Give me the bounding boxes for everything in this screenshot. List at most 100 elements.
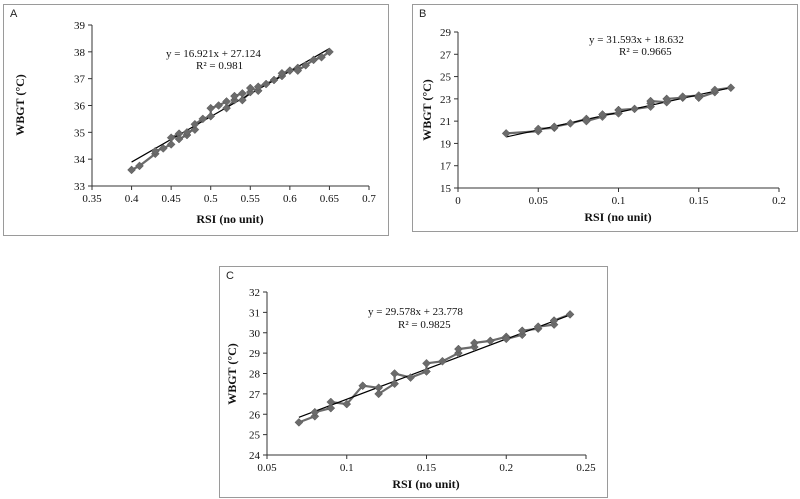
x-axis-label: RSI (no unit) [392, 477, 459, 491]
data-point [277, 68, 287, 78]
data-point [198, 114, 208, 124]
y-tick-label: 21 [440, 116, 451, 128]
chart-panel-b: B 15 17 19 21 23 25 27 29 0 0.05 0.1 0.15 0.2 y = 31.… [412, 4, 798, 232]
chart-a-svg: 33 34 35 36 37 38 39 0.35 0.4 0.45 0.5 0.55 0.6 0.65 0… [13, 20, 376, 226]
y-tick-label: 25 [249, 430, 261, 442]
y-tick-label: 36 [74, 101, 86, 113]
y-tick-label: 30 [249, 328, 261, 340]
data-point [206, 103, 216, 113]
data-point [454, 344, 463, 354]
data-point [694, 93, 704, 103]
data-point [190, 125, 200, 135]
data-point [325, 47, 334, 57]
data-point [710, 85, 720, 95]
chart-panel-a: A 33 34 35 36 37 38 39 0.35 0.4 0.45 0.5 0.55 0.6 0.6… [3, 4, 389, 236]
x-tick-label: 0.25 [576, 462, 596, 474]
x-tick-label: 0.55 [241, 193, 261, 205]
data-point [326, 403, 336, 413]
data-point [533, 322, 543, 331]
y-tick-label: 27 [249, 389, 261, 401]
x-tick-label: 0.35 [82, 193, 102, 205]
data-point [630, 104, 639, 114]
data-point [582, 116, 591, 126]
data-point [342, 399, 352, 409]
data-point [501, 129, 511, 138]
data-point [127, 165, 136, 175]
y-tick-label: 31 [249, 307, 260, 319]
r-squared-label: R² = 0.9665 [619, 46, 672, 58]
y-tick-label: 19 [440, 138, 452, 150]
y-tick-label: 26 [249, 409, 261, 421]
y-tick-label: 33 [74, 181, 86, 193]
data-point [549, 122, 559, 132]
x-tick-label: 0.1 [612, 195, 626, 207]
data-point [174, 134, 184, 144]
y-tick-label: 15 [440, 183, 452, 195]
data-point [269, 75, 279, 85]
data-point [598, 110, 607, 119]
data-point [293, 66, 303, 75]
data-point [565, 119, 575, 128]
data-point [135, 161, 144, 171]
data-point [549, 316, 559, 325]
data-point [390, 379, 399, 389]
y-tick-label: 34 [74, 154, 86, 166]
data-point [374, 389, 384, 399]
y-tick-label: 17 [440, 161, 452, 173]
chart-panel-c: C 24 25 26 27 28 29 30 31 32 0.05 0.1 0.15 0.2 0.25 y … [219, 266, 608, 498]
data-point [294, 418, 304, 427]
trendline-equation: y = 31.593x + 18.632 [589, 34, 684, 46]
data-point [158, 144, 168, 153]
r-squared-label: R² = 0.9825 [398, 319, 451, 331]
y-axis-label: WBGT (°C) [420, 79, 434, 141]
data-point [678, 92, 688, 101]
data-point [565, 310, 575, 319]
chart-c-svg: 24 25 26 27 28 29 30 31 32 0.05 0.1 0.15 0.2 0.25 y = … [225, 287, 596, 491]
y-tick-label: 35 [74, 127, 86, 139]
x-tick-label: 0.15 [689, 195, 709, 207]
data-point [245, 83, 255, 93]
data-point [501, 334, 511, 344]
panel-label: B [419, 8, 427, 20]
data-point [301, 60, 311, 70]
data-point [182, 127, 192, 137]
data-point [166, 133, 176, 143]
data-point [646, 96, 655, 106]
data-point [614, 105, 623, 115]
y-tick-label: 28 [249, 369, 261, 381]
r-squared-label: R² = 0.981 [196, 60, 243, 72]
data-point [310, 407, 320, 417]
data-point [533, 124, 543, 134]
data-point [238, 95, 247, 105]
trendline-equation: y = 29.578x + 23.778 [368, 306, 463, 318]
data-point [469, 338, 479, 348]
data-point [422, 367, 431, 376]
data-point [326, 397, 336, 407]
y-tick-label: 38 [74, 47, 86, 59]
x-tick-label: 0.05 [529, 195, 549, 207]
data-point [285, 66, 295, 75]
x-tick-label: 0.2 [772, 195, 786, 207]
x-tick-label: 0.15 [417, 462, 437, 474]
data-point [230, 91, 239, 101]
x-tick-label: 0.6 [283, 193, 297, 205]
x-tick-label: 0.4 [125, 193, 139, 205]
data-point [517, 326, 527, 336]
data-point [214, 101, 223, 110]
data-point [390, 369, 399, 378]
x-tick-label: 0.05 [257, 462, 277, 474]
panel-label: C [226, 270, 234, 282]
data-point [317, 52, 326, 62]
y-tick-label: 29 [249, 348, 261, 360]
y-tick-label: 39 [74, 20, 86, 32]
y-tick-label: 24 [249, 450, 261, 462]
data-point [222, 103, 231, 113]
y-tick-label: 25 [440, 72, 452, 84]
y-tick-label: 37 [74, 74, 86, 86]
data-point [150, 146, 160, 156]
data-point [422, 358, 431, 368]
x-tick-label: 0.1 [340, 462, 354, 474]
data-point [166, 140, 176, 149]
y-axis-label: WBGT (°C) [225, 343, 239, 405]
x-axis-label: RSI (no unit) [196, 212, 263, 226]
